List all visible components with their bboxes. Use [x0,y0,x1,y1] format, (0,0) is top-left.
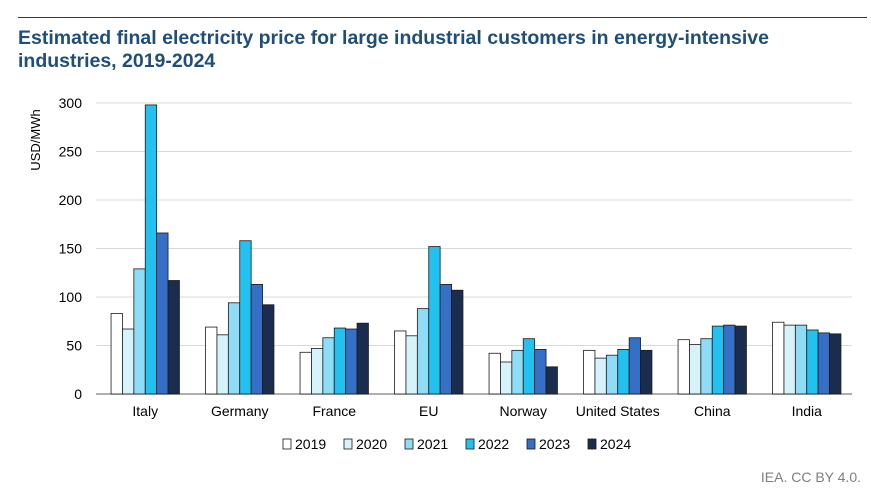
legend-label: 2019 [295,436,326,452]
bar-norway-2019 [488,352,501,395]
y-tick-label: 250 [59,144,83,160]
bar-france-2024 [356,322,369,395]
x-tick-label: China [694,403,731,419]
legend-label: 2022 [478,436,509,452]
bar-china-2021 [700,338,713,395]
bar-india-2020 [783,324,796,395]
bar-india-2022 [806,329,819,395]
bar-norway-2024 [545,366,558,395]
bar-france-2021 [322,337,335,395]
bar-norway-2021 [511,349,524,395]
bar-india-2021 [794,324,808,395]
bar-france-2019 [299,351,312,395]
y-tick-label: 50 [66,338,82,354]
x-tick-label: Norway [500,403,547,419]
legend-label: 2023 [539,436,570,452]
top-rule [18,17,867,18]
y-tick-label: 300 [59,95,83,111]
bar-italy-2019 [110,313,123,395]
chart-title: Estimated final electricity price for la… [18,27,769,72]
bar-norway-2020 [500,361,513,395]
y-tick-label: 0 [74,386,82,402]
bar-united-states-2020 [594,357,607,395]
bar-eu-2024 [451,289,464,395]
bar-eu-2019 [394,330,407,395]
bar-germany-2023 [250,283,263,395]
legend-label: 2024 [600,436,631,452]
legend-label: 2020 [356,436,387,452]
bar-france-2023 [345,328,358,395]
bar-germany-2021 [227,302,241,395]
legend-swatch-2020 [343,438,353,450]
bar-china-2022 [711,325,725,395]
bar-italy-2024 [167,280,180,395]
bar-france-2020 [311,348,324,395]
bar-china-2024 [734,325,747,395]
bar-eu-2020 [405,335,418,395]
bar-france-2022 [333,327,347,395]
y-tick-label: 200 [59,192,83,208]
y-tick-label: 150 [59,241,83,257]
x-tick-label: Germany [211,403,269,419]
bar-italy-2020 [122,328,135,395]
legend-swatch-2024 [587,438,597,450]
x-tick-label: United States [576,403,660,419]
x-tick-label: Italy [132,403,158,419]
legend-swatch-2021 [404,438,414,450]
bar-india-2024 [829,333,842,395]
x-tick-label: France [312,403,356,419]
bar-china-2019 [677,339,690,395]
bar-germany-2019 [205,326,218,395]
source-credit: IEA. CC BY 4.0. [760,469,861,485]
bar-norway-2023 [534,348,547,395]
bar-united-states-2021 [605,354,619,395]
bar-united-states-2023 [628,337,641,395]
bar-italy-2023 [156,232,169,395]
bar-india-2023 [817,332,830,395]
y-axis-label: USD/MWh [28,109,43,170]
bar-united-states-2024 [640,349,653,395]
bar-china-2023 [723,324,736,395]
y-tick-label: 100 [59,289,83,305]
bar-eu-2022 [428,246,441,395]
bar-germany-2024 [262,304,275,395]
legend-swatch-2022 [465,438,475,450]
bar-china-2020 [689,344,702,395]
bar-italy-2021 [133,268,146,395]
bar-united-states-2022 [617,348,630,395]
legend-swatch-2019 [282,438,292,450]
bar-eu-2023 [439,283,452,395]
bar-italy-2022 [144,104,158,395]
x-tick-label: India [792,403,823,419]
bar-norway-2022 [522,338,536,395]
legend-label: 2021 [417,436,448,452]
bar-united-states-2019 [583,349,596,395]
bar-eu-2021 [416,308,430,395]
bar-germany-2022 [239,240,252,395]
legend-swatch-2023 [526,438,536,450]
bar-india-2019 [772,321,785,395]
x-tick-label: EU [419,403,438,419]
bar-germany-2020 [216,334,229,395]
